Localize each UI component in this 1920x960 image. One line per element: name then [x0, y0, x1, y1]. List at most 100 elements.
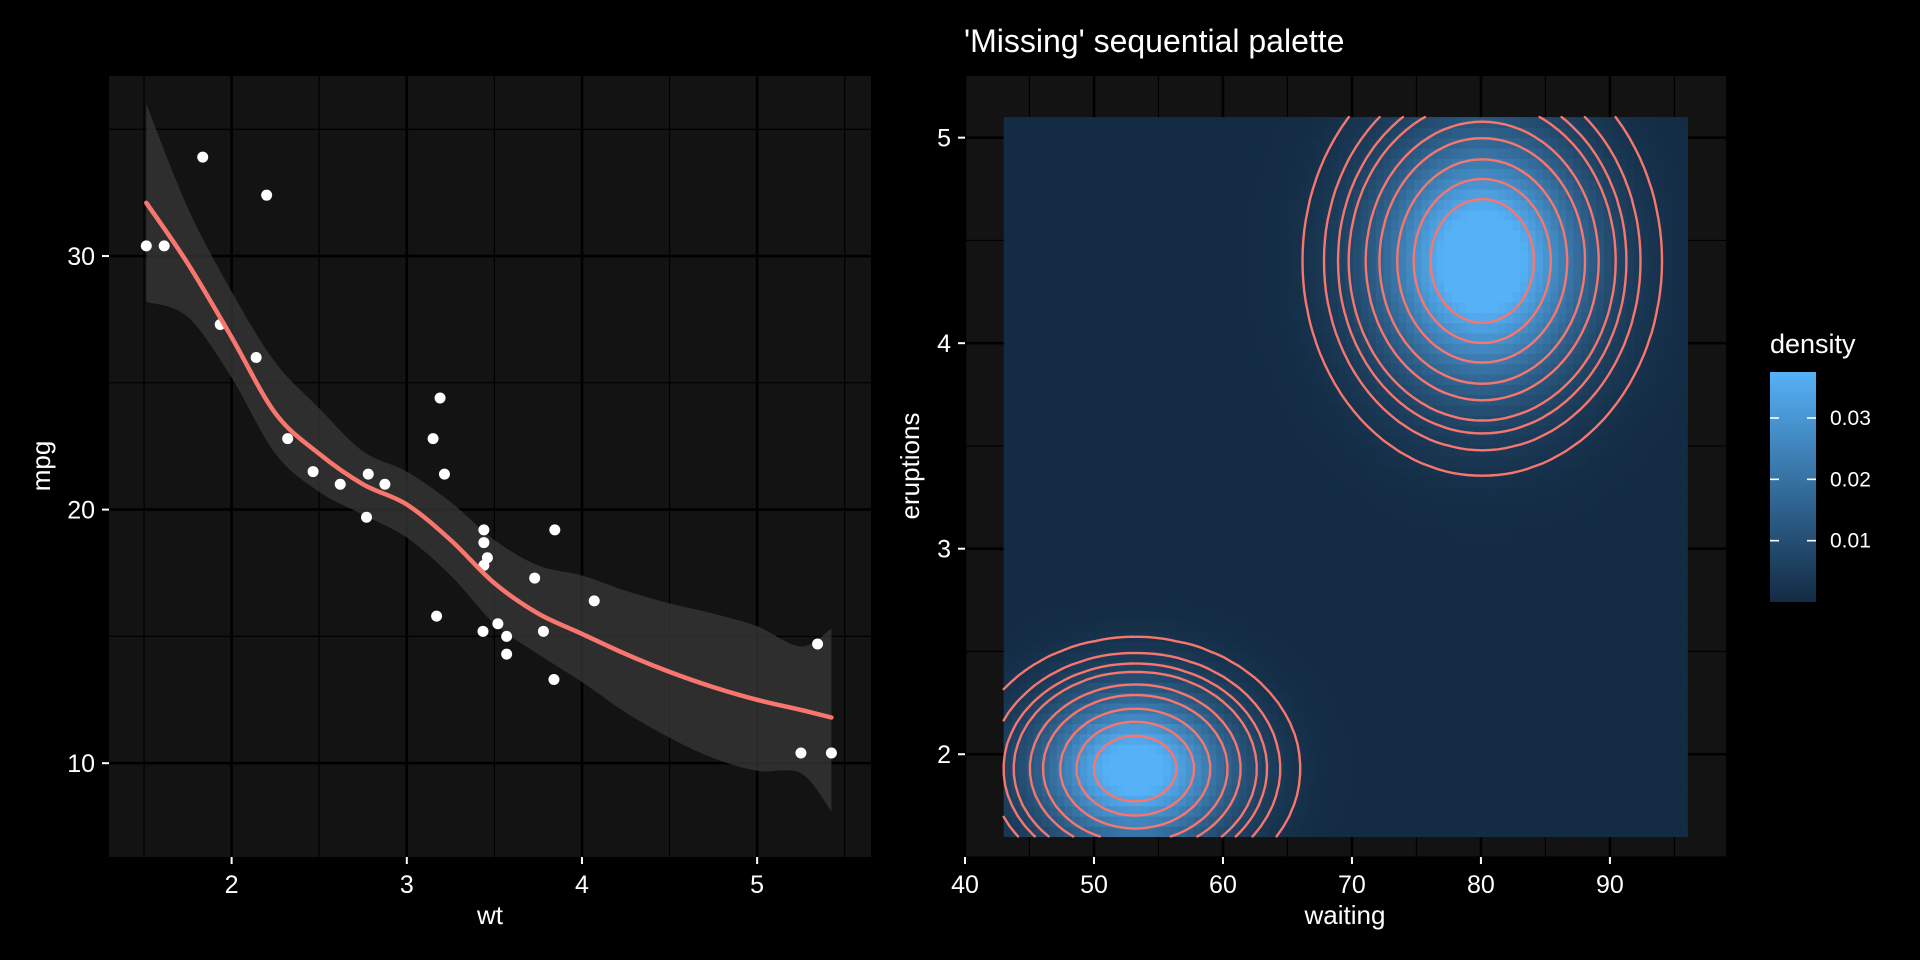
density-cell: [1094, 702, 1104, 714]
density-cell: [1087, 558, 1096, 570]
density-cell: [1679, 713, 1688, 725]
density-cell: [1026, 702, 1035, 714]
density-cell: [1087, 569, 1096, 581]
density-cell: [1026, 558, 1035, 570]
density-cell: [1087, 476, 1096, 488]
density-cell: [1079, 271, 1088, 283]
density-cell: [1573, 641, 1582, 653]
density-cell: [1269, 641, 1278, 653]
density-cell: [1603, 620, 1612, 632]
density-cell: [1277, 487, 1286, 498]
density-cell: [1322, 805, 1331, 817]
density-cell: [1163, 774, 1172, 786]
density-cell: [1223, 651, 1233, 663]
density-cell: [1284, 332, 1293, 344]
density-cell: [1565, 630, 1574, 642]
density-cell: [1672, 589, 1681, 601]
density-cell: [1489, 610, 1499, 622]
density-cell: [1649, 558, 1658, 570]
density-cell: [1315, 641, 1324, 653]
density-cell: [1406, 713, 1415, 725]
density-cell: [1330, 600, 1339, 611]
density-cell: [1223, 332, 1233, 344]
density-cell: [1558, 661, 1567, 673]
density-cell: [1641, 805, 1650, 817]
density-cell: [1087, 713, 1096, 725]
density-cell: [1679, 538, 1688, 550]
density-cell: [1117, 507, 1126, 519]
density-cell: [1550, 569, 1559, 581]
density-cell: [1254, 774, 1263, 786]
density-cell: [1626, 528, 1635, 540]
density-cell: [1125, 343, 1134, 355]
density-cell: [1482, 548, 1491, 560]
density-cell: [1451, 343, 1461, 355]
density-cell: [1254, 435, 1263, 447]
density-cell: [1246, 435, 1255, 447]
density-cell: [1542, 363, 1552, 375]
density-cell: [1527, 415, 1536, 426]
density-cell: [1672, 302, 1681, 313]
density-cell: [1163, 507, 1172, 519]
density-cell: [1072, 353, 1081, 365]
density-cell: [1482, 620, 1491, 632]
density-cell: [1254, 476, 1263, 488]
density-cell: [1459, 754, 1468, 766]
density-cell: [1451, 404, 1461, 416]
density-cell: [1185, 713, 1195, 725]
density-cell: [1398, 425, 1407, 437]
density-cell: [1246, 764, 1255, 776]
density-cell: [1216, 528, 1225, 540]
density-cell: [1641, 302, 1650, 313]
density-cell: [1429, 517, 1438, 529]
density-cell: [1679, 826, 1688, 838]
density-cell: [1018, 466, 1028, 478]
density-cell: [1072, 785, 1081, 796]
density-cell: [1117, 558, 1126, 570]
density-cell: [1558, 723, 1567, 735]
density-cell: [1026, 445, 1035, 457]
density-cell: [1398, 743, 1407, 755]
density-cell: [1588, 374, 1597, 385]
density-cell: [1421, 815, 1430, 827]
density-cell: [1102, 600, 1111, 611]
density-cell: [1421, 589, 1430, 601]
density-cell: [1474, 702, 1483, 714]
density-cell: [1634, 456, 1643, 468]
density-cell: [1634, 425, 1643, 437]
data-point: [427, 433, 439, 445]
density-cell: [1330, 641, 1339, 653]
density-cell: [1003, 826, 1012, 838]
density-cell: [1132, 733, 1142, 745]
density-cell: [1626, 312, 1635, 324]
density-cell: [1596, 281, 1605, 293]
density-cell: [1140, 476, 1149, 488]
density-cell: [1056, 815, 1066, 827]
density-cell: [1223, 743, 1233, 755]
density-cell: [1679, 610, 1688, 622]
density-cell: [1041, 302, 1050, 313]
density-cell: [1398, 404, 1407, 416]
density-cell: [1087, 785, 1096, 796]
density-cell: [1110, 713, 1119, 725]
density-cell: [1451, 579, 1461, 591]
density-cell: [1611, 641, 1620, 653]
density-cell: [1216, 456, 1225, 468]
density-cell: [1520, 353, 1529, 365]
density-cell: [1588, 538, 1597, 550]
density-cell: [1383, 672, 1392, 683]
density-cell: [1170, 702, 1179, 714]
density-cell: [1193, 733, 1202, 745]
density-cell: [1026, 374, 1035, 385]
density-cell: [1299, 374, 1309, 385]
density-cell: [1299, 754, 1309, 766]
density-cell: [1580, 600, 1590, 611]
density-cell: [1056, 682, 1066, 694]
density-cell: [1284, 815, 1293, 827]
density-cell: [1421, 661, 1430, 673]
density-cell: [1337, 733, 1347, 745]
density-cell: [1079, 415, 1088, 426]
density-cell: [1239, 353, 1248, 365]
density-cell: [1208, 805, 1217, 817]
density-cell: [1634, 815, 1643, 827]
